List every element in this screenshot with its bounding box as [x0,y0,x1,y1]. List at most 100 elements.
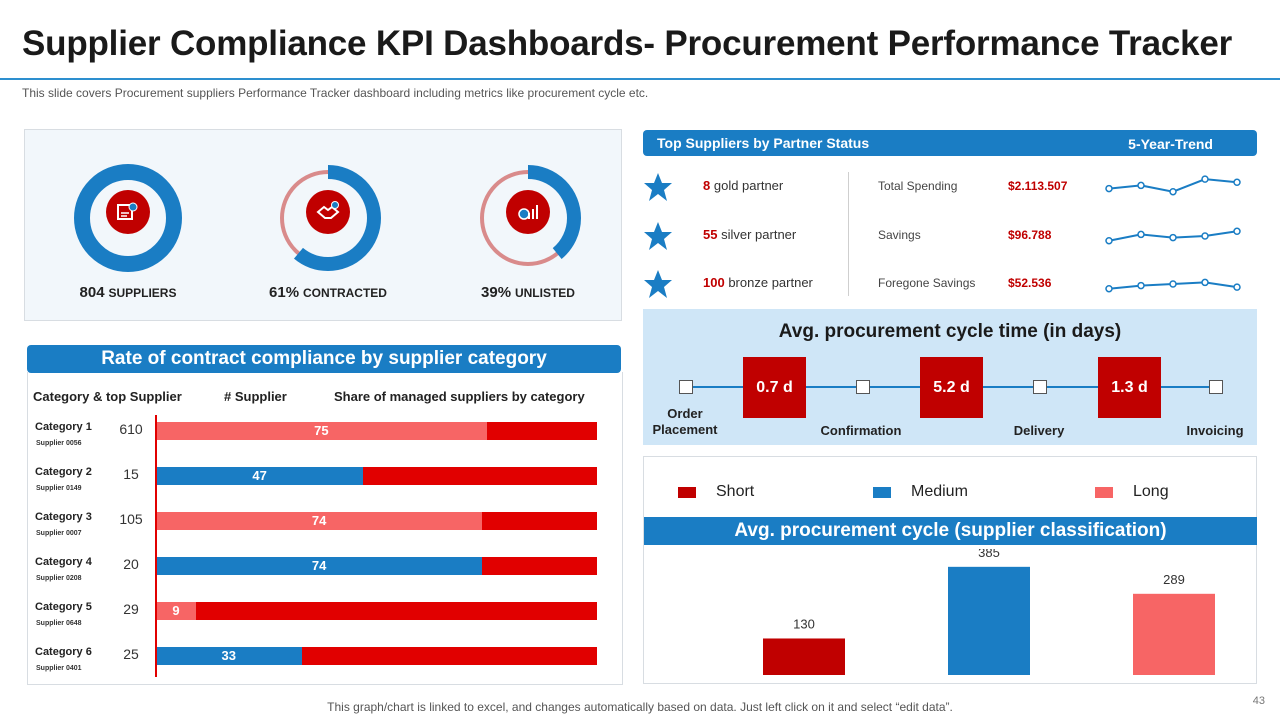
procurement-cycle-chart: Short Medium Long Avg. procurement cycle… [643,456,1257,684]
partner-row-gold: 8 gold partner Total Spending $2.113.507 [643,168,1257,212]
star-icon [644,222,672,250]
partner-value: $2.113.507 [1008,179,1068,193]
sparkline [1105,175,1241,196]
bar-short [763,638,845,675]
sparkline-point [1137,230,1145,239]
stage-node [856,380,870,394]
partner-count: 8 [703,178,711,193]
supplier-count: 610 [119,421,143,437]
kpi-panel: 804 SUPPLIERS 61% CONTRACTED 39% UNLISTE… [24,129,622,321]
sparkline-point [1233,178,1241,187]
star-icon [644,173,672,201]
sparkline-point [1233,227,1241,236]
partner-name: 55 silver partner [703,227,796,242]
table-row: Category 1 Supplier 0056 610 75 [27,421,621,465]
partner-metric: Savings [878,228,921,242]
share-bar-fill [156,647,302,665]
top-supplier: Supplier 0007 [36,530,82,537]
stage-node [1033,380,1047,394]
bar-chart-plot: 130 385 289 [763,549,1215,675]
legend-medium: Medium [873,483,968,501]
trend-label: 5-Year-Trend [1128,136,1213,152]
duration-box: 5.2 d [920,357,983,418]
legend-swatch [873,486,891,498]
duration-box: 0.7 d [743,357,806,418]
share-bar-fill [156,512,483,530]
partner-status-title: Top Suppliers by Partner Status [657,135,870,151]
stage-node [1209,380,1223,394]
category-name: Category 3 [35,511,92,523]
supplier-count: 29 [123,601,139,617]
legend-label: Long [1133,483,1169,500]
kpi-ring [74,164,182,272]
kpi-unit: SUPPLIERS [108,286,177,300]
partner-name: 8 gold partner [703,178,783,193]
kpi-label: 39% UNLISTED [428,284,628,301]
category-name: Category 6 [35,646,92,658]
star-icon [644,270,672,298]
kpi-ring [475,165,581,271]
sparkline-point [1169,233,1177,242]
column-header-share: Share of managed suppliers by category [334,389,585,404]
stage-node [679,380,693,394]
footer-note: This graph/chart is linked to excel, and… [327,700,953,714]
chart-title: Avg. procurement cycle (supplier classif… [644,517,1257,545]
table-row: Category 3 Supplier 0007 105 74 [27,511,621,555]
kpi-value: 61% [269,284,300,301]
sparkline-point [1137,181,1145,190]
legend-long: Long [1095,483,1169,501]
kpi-ring-arc [475,165,581,271]
kpi-unlisted: 39% UNLISTED [428,130,628,320]
page-number: 43 [1252,695,1265,707]
legend-short: Short [678,483,754,501]
sparkline-point [1105,236,1113,245]
top-supplier: Supplier 0208 [36,575,82,582]
sparkline-point [1105,284,1113,293]
sparkline [1105,227,1241,245]
partner-metric: Foregone Savings [878,276,976,290]
stage-label: Confirmation [820,423,902,438]
bar-value-label: 289 [1163,572,1185,587]
category-name: Category 4 [35,556,92,568]
partner-count: 100 [703,275,725,290]
compliance-axis [155,415,157,677]
page-title: Supplier Compliance KPI Dashboards- Proc… [22,24,1233,63]
sparkline-point [1201,175,1209,183]
kpi-label: 804 SUPPLIERS [28,284,228,301]
table-row: Category 6 Supplier 0401 25 33 [27,646,621,690]
kpi-contracted: 61% CONTRACTED [228,130,428,320]
column-header-category: Category & top Supplier [33,389,182,404]
supplier-count: 20 [123,556,139,572]
legend-swatch [678,486,696,498]
kpi-value: 39% [481,284,512,301]
partner-value: $52.536 [1008,276,1052,290]
share-bar-track: 74 [156,557,597,575]
sparkline-point [1201,232,1209,240]
bar-long [1133,593,1215,675]
legend-swatch [1095,486,1113,498]
sparkline-point [1233,283,1241,291]
sparkline-point [1169,280,1177,288]
supplier-count: 105 [119,511,143,527]
share-bar-fill [156,602,196,620]
share-bar-label: 47 [252,468,267,483]
stage-label: Delivery [1013,423,1065,438]
kpi-label: 61% CONTRACTED [228,284,428,301]
share-bar-label: 33 [221,648,236,663]
supplier-icon [106,190,150,234]
partner-count: 55 [703,227,718,242]
cycle-time-panel: Avg. procurement cycle time (in days) 0.… [643,309,1257,445]
partner-metric: Total Spending [878,179,958,193]
top-supplier: Supplier 0401 [36,665,82,672]
handshake-icon [306,190,350,234]
top-supplier: Supplier 0056 [36,440,82,447]
category-name: Category 2 [35,466,92,478]
share-bar-fill [156,557,483,575]
partner-tier: silver partner [721,227,797,242]
kpi-ring-track [74,164,182,272]
category-name: Category 5 [35,601,92,613]
partner-row-bronze: 100 bronze partner Foregone Savings $52.… [643,265,1257,309]
share-bar-fill [156,467,364,485]
duration-box: 1.3 d [1098,357,1161,418]
chart-growth-icon [506,190,550,234]
